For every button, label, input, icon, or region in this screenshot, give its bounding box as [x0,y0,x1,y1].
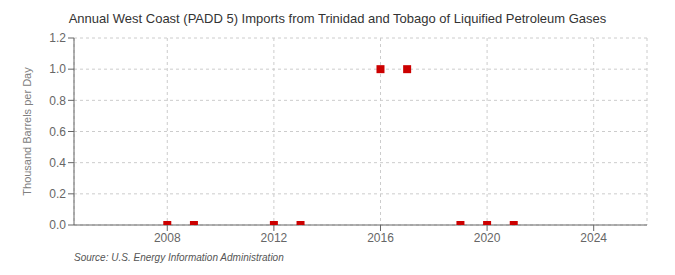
svg-text:2012: 2012 [261,231,288,245]
svg-text:1.0: 1.0 [49,62,66,76]
svg-text:2016: 2016 [367,231,394,245]
svg-text:2020: 2020 [474,231,501,245]
svg-text:Thousand Barrels per Day: Thousand Barrels per Day [21,67,33,196]
svg-text:0.4: 0.4 [49,156,66,170]
svg-text:0.6: 0.6 [49,125,66,139]
svg-text:0.0: 0.0 [49,218,66,232]
svg-text:2024: 2024 [580,231,607,245]
svg-text:2008: 2008 [154,231,181,245]
html-text:Annual West Coast (PADD 5) Imp: Annual West Coast (PADD 5) Imports from … [68,11,607,26]
svg-text:0.2: 0.2 [49,187,66,201]
html-text:Source: U.S. Energy Informatio: Source: U.S. Energy Information Administ… [74,252,284,263]
svg-text:1.2: 1.2 [49,31,66,45]
svg-text:0.8: 0.8 [49,94,66,108]
